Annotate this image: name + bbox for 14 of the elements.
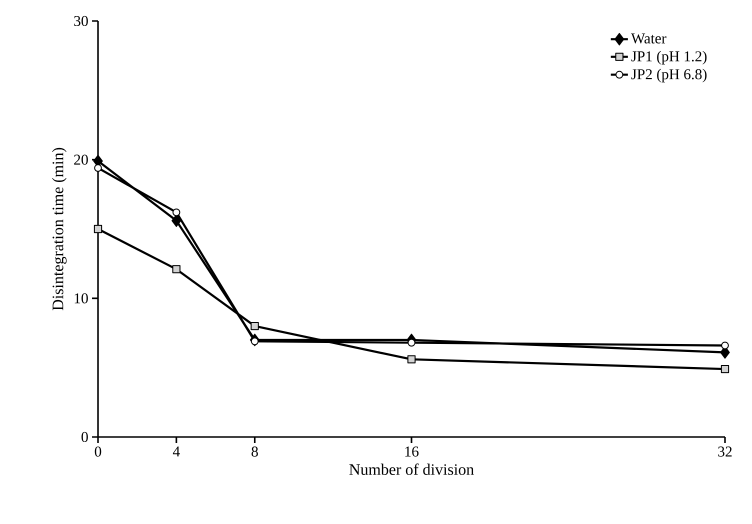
x-tick-label: 8 [252,446,258,457]
legend-label: Water [631,34,666,44]
legend-label: JP2 (pH 6.8) [631,68,707,82]
legend-label: JP1 (pH 1.2) [631,50,707,64]
y-tick-label: 20 [74,154,88,165]
y-axis-title: Disintegration time (min) [52,148,67,310]
y-tick-label: 0 [82,432,88,442]
x-tick-label: 4 [172,446,180,456]
y-tick-label: 10 [74,293,88,304]
x-axis-title: Number of division [349,464,474,475]
x-tick-label: 16 [405,446,419,457]
x-tick-label: 32 [718,446,732,457]
y-tick-label: 30 [74,16,88,26]
x-tick-label: 0 [94,446,102,457]
